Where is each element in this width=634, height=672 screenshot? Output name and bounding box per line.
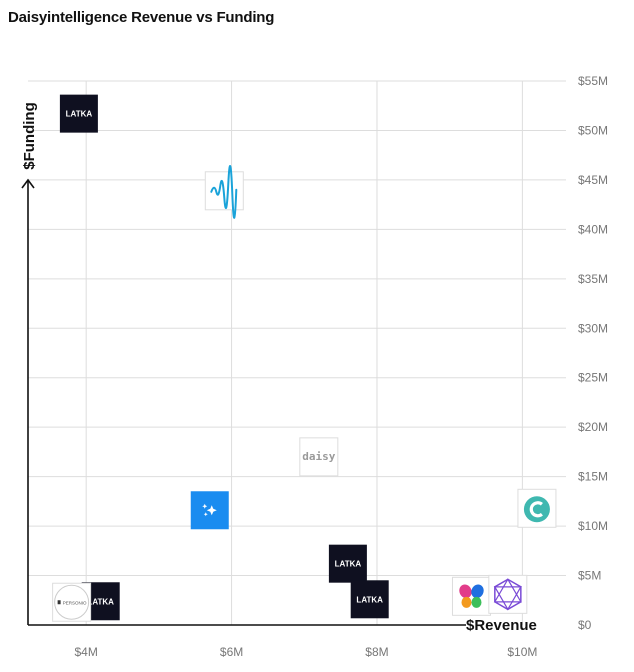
axes [21,178,466,626]
data-point: LATKA [59,94,98,133]
data-point [190,491,229,530]
y-tick-label: $15M [578,470,608,484]
x-tick-label: $4M [74,645,97,659]
point-tile [299,437,339,477]
svg-text:daisy: daisy [302,450,335,463]
latka-logo: LATKA [356,595,383,604]
y-tick-label: $40M [578,222,608,236]
svg-text:LATKA: LATKA [335,560,362,569]
x-axis-label: $Revenue [466,617,537,634]
x-tick-label: $10M [507,645,537,659]
svg-text:LATKA: LATKA [87,597,114,606]
y-tick-label: $55M [578,74,608,88]
y-tick-label: $25M [578,371,608,385]
point-tile [328,544,367,583]
svg-text:LATKA: LATKA [356,595,383,604]
latka-logo: LATKA [335,560,362,569]
point-tile [59,94,98,133]
chart-title: Daisyintelligence Revenue vs Funding [8,9,275,26]
y-tick-label: $20M [578,420,608,434]
y-tick-label: $0 [578,618,592,632]
data-point: LATKA [328,544,367,583]
sparkle-logo [202,503,217,517]
y-axis-label: $Funding [21,102,38,170]
x-tick-label: $8M [365,645,388,659]
data-point [488,574,528,614]
point-tile [451,576,491,616]
data-point [517,488,557,528]
polyhedron-logo [493,578,522,611]
daisy-logo: daisy [302,450,335,463]
latka-logo: LATKA [66,110,93,119]
y-tick-label: $45M [578,173,608,187]
y-tick-label: $10M [578,519,608,533]
c-circle-logo [523,496,550,523]
svg-text:PERSONIO: PERSONIO [63,600,87,605]
data-point [451,576,491,616]
data-point: LATKA [350,580,389,619]
y-tick-label: $30M [578,321,608,335]
svg-text:LATKA: LATKA [66,110,93,119]
point-tile [350,580,389,619]
waveform-logo [210,165,238,219]
personio-logo: PERSONIO [54,584,90,620]
data-point: PERSONIO [52,582,92,622]
grid [28,80,566,625]
data-point [204,165,244,219]
latka-logo: LATKA [87,597,114,606]
butterfly-logo [459,584,484,608]
y-tick-label: $35M [578,272,608,286]
y-tick-label: $50M [578,123,608,137]
x-tick-label: $6M [220,645,243,659]
y-tick-label: $5M [578,569,601,583]
y-axis-arrow-icon [21,178,35,189]
y-tick-labels: $0 $5M $10M $15M $20M $25M $30M $35M $40M $45M $50… [578,74,608,632]
data-point: daisy [299,437,339,477]
x-tick-labels: $4M $6M $8M $10M [74,645,537,659]
